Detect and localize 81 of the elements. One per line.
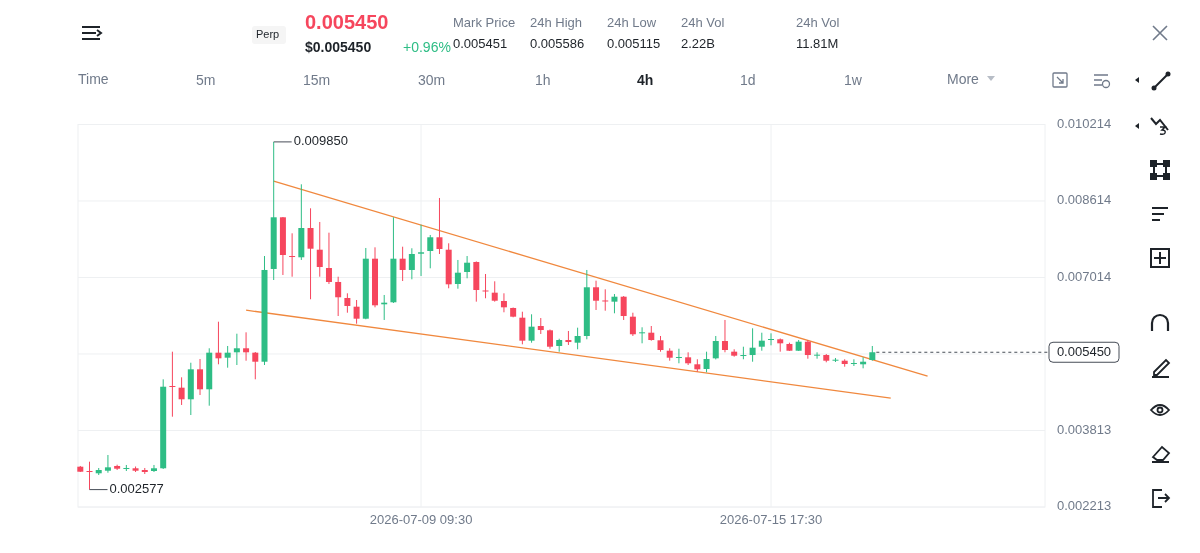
text: 30m <box>418 72 446 88</box>
candlestick <box>150 464 157 473</box>
candlestick <box>252 351 259 380</box>
y-tick-label: 0.002213 <box>1057 498 1112 514</box>
candlestick <box>519 311 526 345</box>
text: More <box>947 71 980 87</box>
candlestick <box>768 332 775 346</box>
candlestick <box>464 255 471 279</box>
text: 24h High <box>530 15 583 30</box>
text: $0.005450 <box>305 39 372 55</box>
candlestick <box>814 351 821 360</box>
text: 1h <box>535 72 551 88</box>
candlestick <box>712 335 719 360</box>
text: 24h Vol <box>681 15 725 30</box>
text: 0.005451 <box>453 36 508 51</box>
text: 24h Low <box>607 15 657 30</box>
candlestick <box>850 358 857 367</box>
candlestick <box>353 299 360 325</box>
candlestick <box>344 292 351 314</box>
annotation: 0.009850 <box>293 133 348 149</box>
candlestick <box>427 234 434 269</box>
candlestick <box>289 232 296 278</box>
candlestick <box>500 292 507 313</box>
candlestick <box>169 351 176 418</box>
candlestick <box>491 280 498 303</box>
candlestick <box>749 327 756 363</box>
x-tick-label: 2026-07-15 17:30 <box>719 512 823 527</box>
candlestick <box>233 333 240 366</box>
candlestick <box>593 280 600 311</box>
candlestick <box>620 295 627 321</box>
candlestick <box>399 246 406 282</box>
y-tick-label: 0.003813 <box>1057 421 1112 437</box>
text: Perp <box>256 28 280 40</box>
candlestick <box>454 259 461 290</box>
candlestick <box>243 331 250 362</box>
candlestick <box>104 454 111 474</box>
candlestick <box>178 376 185 406</box>
candlestick <box>408 247 415 280</box>
candlestick <box>528 313 535 344</box>
text: 2.22B <box>681 36 715 51</box>
text: 4h <box>637 72 654 88</box>
candlestick <box>86 461 93 491</box>
candlestick <box>804 339 811 360</box>
candlestick <box>758 332 765 352</box>
candlestick <box>675 348 682 364</box>
text: 1w <box>844 72 863 88</box>
candlestick <box>546 328 553 350</box>
text: 11.81M <box>796 36 839 51</box>
candlestick <box>574 327 581 350</box>
text: +0.96% <box>403 39 451 55</box>
candlestick <box>482 273 489 299</box>
candlestick <box>436 197 443 255</box>
candlestick <box>307 207 314 300</box>
text: 5m <box>196 72 216 88</box>
annotation: 0.002577 <box>109 481 164 497</box>
text: 1d <box>740 72 756 88</box>
y-tick-label: 0.007014 <box>1057 268 1112 284</box>
candlestick <box>418 224 425 277</box>
candlestick <box>639 326 646 344</box>
text: 0.005586 <box>530 36 585 51</box>
text: Mark Price <box>453 15 516 30</box>
candlestick <box>316 221 323 278</box>
text: 24h Vol <box>796 15 840 30</box>
candlestick <box>703 351 710 373</box>
y-tick-label: 0.010214 <box>1057 115 1112 131</box>
candlestick <box>721 319 728 353</box>
candlestick <box>224 345 231 369</box>
candlestick <box>335 276 342 317</box>
candlestick <box>611 293 618 314</box>
text: 0.005115 <box>607 36 661 51</box>
ref-line-label: 0.005450 <box>1056 343 1112 359</box>
text: 15m <box>303 72 331 88</box>
candlestick <box>325 232 332 285</box>
candlestick <box>197 358 204 396</box>
text: Time <box>78 71 109 87</box>
x-tick-label: 2026-07-09 09:30 <box>369 512 473 527</box>
y-tick-label: 0.008614 <box>1057 192 1112 208</box>
candlestick <box>629 312 636 337</box>
text: 0.005450 <box>305 11 389 33</box>
candlestick <box>602 288 609 312</box>
candlestick <box>685 351 692 366</box>
